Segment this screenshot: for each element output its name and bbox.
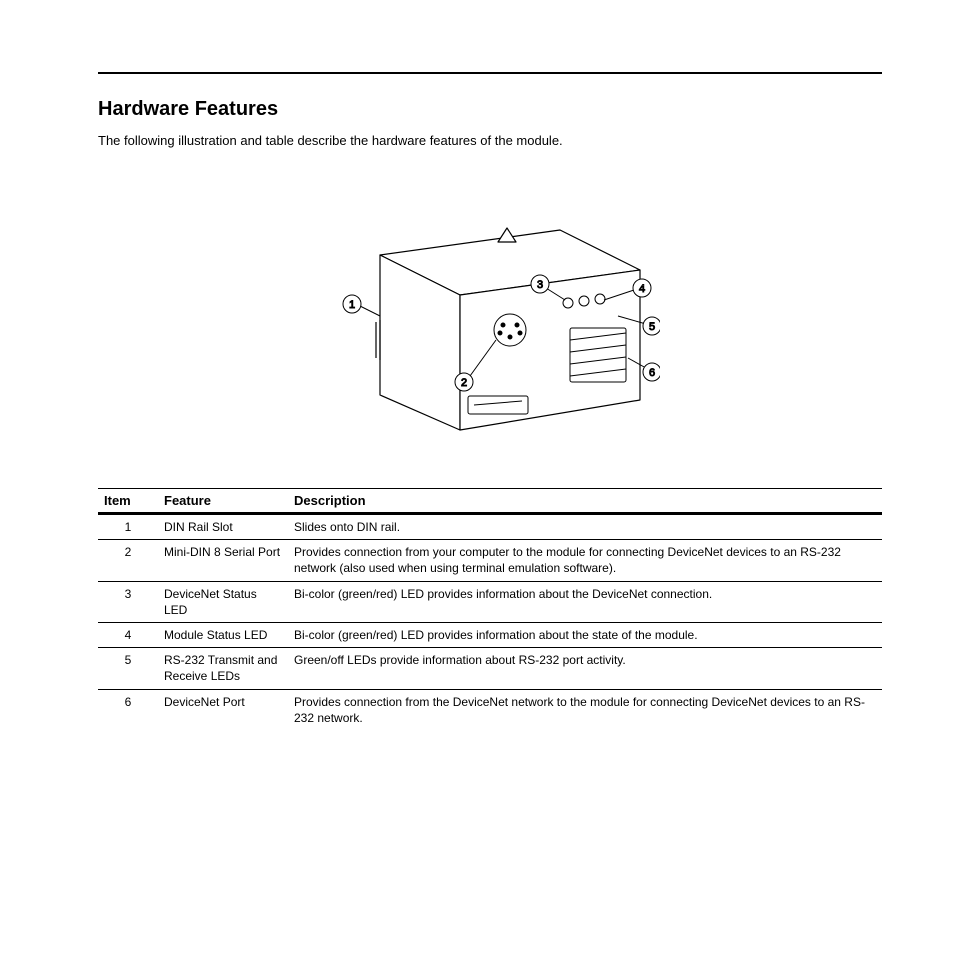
top-rule <box>98 72 882 74</box>
section-heading: Hardware Features <box>98 98 278 121</box>
cell-feature: DIN Rail Slot <box>158 514 288 540</box>
table-row: 5 RS-232 Transmit and Receive LEDs Green… <box>98 648 882 689</box>
callout-4: 4 <box>639 283 645 295</box>
col-feature: Feature <box>158 489 288 514</box>
cell-desc: Provides connection from your computer t… <box>288 540 882 581</box>
table-row: 3 DeviceNet Status LED Bi-color (green/r… <box>98 581 882 622</box>
module-diagram: 1 2 3 4 5 6 <box>300 200 660 460</box>
cell-feature: RS-232 Transmit and Receive LEDs <box>158 648 288 689</box>
cell-desc: Bi-color (green/red) LED provides inform… <box>288 581 882 622</box>
cell-desc: Bi-color (green/red) LED provides inform… <box>288 622 882 647</box>
cell-feature: Mini-DIN 8 Serial Port <box>158 540 288 581</box>
table-row: 6 DeviceNet Port Provides connection fro… <box>98 689 882 730</box>
features-table: Item Feature Description 1 DIN Rail Slot… <box>98 488 882 730</box>
cell-feature: DeviceNet Status LED <box>158 581 288 622</box>
intro-text: The following illustration and table des… <box>98 132 858 150</box>
cell-item: 2 <box>98 540 158 581</box>
cell-item: 5 <box>98 648 158 689</box>
cell-desc: Slides onto DIN rail. <box>288 514 882 540</box>
callout-6: 6 <box>649 367 655 379</box>
cell-feature: DeviceNet Port <box>158 689 288 730</box>
cell-item: 1 <box>98 514 158 540</box>
cell-item: 4 <box>98 622 158 647</box>
col-desc: Description <box>288 489 882 514</box>
page: Hardware Features The following illustra… <box>0 0 954 954</box>
callout-2: 2 <box>461 377 467 389</box>
table-row: 2 Mini-DIN 8 Serial Port Provides connec… <box>98 540 882 581</box>
table-row: 4 Module Status LED Bi-color (green/red)… <box>98 622 882 647</box>
callout-3: 3 <box>537 279 543 291</box>
cell-item: 3 <box>98 581 158 622</box>
callout-1: 1 <box>349 299 355 311</box>
cell-desc: Provides connection from the DeviceNet n… <box>288 689 882 730</box>
cell-desc: Green/off LEDs provide information about… <box>288 648 882 689</box>
cell-feature: Module Status LED <box>158 622 288 647</box>
cell-item: 6 <box>98 689 158 730</box>
col-item: Item <box>98 489 158 514</box>
table-row: 1 DIN Rail Slot Slides onto DIN rail. <box>98 514 882 540</box>
callout-5: 5 <box>649 321 655 333</box>
